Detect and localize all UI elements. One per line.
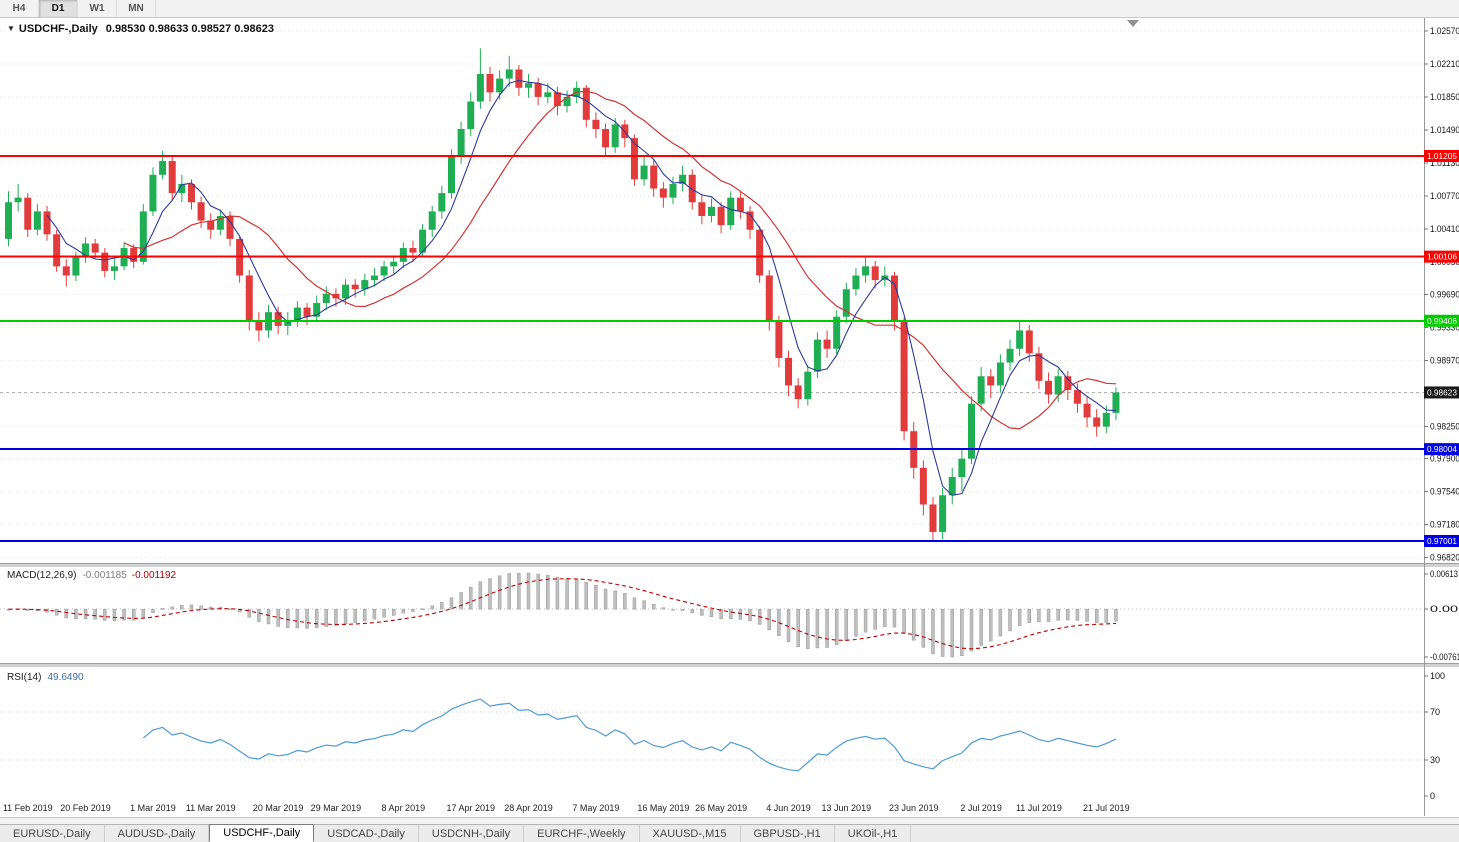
- svg-text:1.01490: 1.01490: [1430, 125, 1459, 135]
- chart-tab-eurchf-weekly[interactable]: EURCHF-,Weekly: [524, 825, 640, 842]
- svg-text:0.99690: 0.99690: [1430, 290, 1459, 300]
- svg-text:29 Mar 2019: 29 Mar 2019: [311, 803, 362, 813]
- svg-text:0: 0: [1430, 791, 1435, 801]
- svg-text:23 Jun 2019: 23 Jun 2019: [889, 803, 939, 813]
- chart-tab-usdcad-daily[interactable]: USDCAD-,Daily: [314, 825, 419, 842]
- svg-text:-0.00761: -0.00761: [1430, 652, 1459, 662]
- svg-text:0.00: 0.00: [1430, 604, 1458, 614]
- svg-text:20 Mar 2019: 20 Mar 2019: [253, 803, 304, 813]
- chart-tab-audusd-daily[interactable]: AUDUSD-,Daily: [104, 825, 210, 842]
- svg-text:0.97900: 0.97900: [1430, 454, 1459, 464]
- chart-tab-usdcnh-daily[interactable]: USDCNH-,Daily: [418, 825, 525, 842]
- svg-text:0.97001: 0.97001: [1427, 536, 1457, 546]
- svg-text:70: 70: [1430, 707, 1440, 717]
- timeframe-button-d1[interactable]: D1: [39, 0, 78, 17]
- svg-text:2 Jul 2019: 2 Jul 2019: [960, 803, 1002, 813]
- svg-text:0.00613: 0.00613: [1430, 569, 1458, 579]
- horizontal-scrollbar[interactable]: [0, 817, 1459, 824]
- macd-signal-line: [8, 578, 1117, 650]
- chart-dropdown-icon[interactable]: ▼: [7, 24, 15, 33]
- ma-fast-line: [46, 79, 1117, 496]
- svg-text:0.96820: 0.96820: [1430, 553, 1459, 563]
- svg-text:0.98970: 0.98970: [1430, 356, 1459, 366]
- svg-text:8 Apr 2019: 8 Apr 2019: [382, 803, 426, 813]
- rsi-value: 49.6490: [47, 672, 84, 683]
- svg-text:0.98250: 0.98250: [1430, 422, 1459, 432]
- rsi-line: [142, 698, 1117, 772]
- timeframe-button-mn[interactable]: MN: [117, 0, 156, 17]
- svg-text:1.01205: 1.01205: [1427, 151, 1457, 161]
- svg-text:20 Feb 2019: 20 Feb 2019: [60, 803, 111, 813]
- macd-name: MACD(12,26,9): [7, 570, 77, 581]
- chart-tab-ukoil-h1[interactable]: UKOil-,H1: [834, 825, 912, 842]
- chart-tab-xauusd-m15[interactable]: XAUUSD-,M15: [639, 825, 741, 842]
- rsi-name: RSI(14): [7, 672, 42, 683]
- timeframe-toolbar: H4 D1 W1 MN: [0, 0, 1459, 18]
- macd-indicator-label: MACD(12,26,9) -0.001185 -0.001192: [7, 570, 176, 581]
- macd-value-main: -0.001185: [82, 570, 127, 581]
- svg-text:21 Jul 2019: 21 Jul 2019: [1083, 803, 1130, 813]
- svg-text:0.99330: 0.99330: [1430, 323, 1459, 333]
- svg-text:17 Apr 2019: 17 Apr 2019: [446, 803, 495, 813]
- rsi-indicator-label: RSI(14) 49.6490: [7, 672, 84, 683]
- svg-text:11 Jul 2019: 11 Jul 2019: [1016, 803, 1062, 813]
- svg-text:0.98004: 0.98004: [1427, 444, 1457, 454]
- svg-text:28 Apr 2019: 28 Apr 2019: [504, 803, 553, 813]
- svg-text:0.98623: 0.98623: [1427, 387, 1457, 397]
- timeframe-button-h4[interactable]: H4: [0, 0, 39, 17]
- chart-title: ▼ USDCHF-,Daily 0.98530 0.98633 0.98527 0.…: [7, 23, 274, 35]
- svg-text:16 May 2019: 16 May 2019: [637, 803, 689, 813]
- svg-text:11 Feb 2019: 11 Feb 2019: [3, 803, 53, 813]
- svg-text:0.97540: 0.97540: [1430, 487, 1459, 497]
- svg-text:1.01850: 1.01850: [1430, 92, 1459, 102]
- svg-text:100: 100: [1430, 671, 1445, 681]
- svg-text:4 Jun 2019: 4 Jun 2019: [766, 803, 811, 813]
- ma-slow-line: [123, 90, 1117, 430]
- macd-value-signal: -0.001192: [131, 570, 177, 581]
- svg-text:26 May 2019: 26 May 2019: [695, 803, 747, 813]
- svg-text:1.01130: 1.01130: [1430, 158, 1459, 168]
- svg-text:1.02570: 1.02570: [1430, 26, 1459, 36]
- svg-text:0.97180: 0.97180: [1430, 520, 1459, 530]
- chart-tab-eurusd-daily[interactable]: EURUSD-,Daily: [0, 825, 105, 842]
- chart-tab-usdchf-daily[interactable]: USDCHF-,Daily: [209, 824, 315, 842]
- svg-text:13 Jun 2019: 13 Jun 2019: [822, 803, 872, 813]
- svg-text:1.00410: 1.00410: [1430, 224, 1459, 234]
- svg-text:11 Mar 2019: 11 Mar 2019: [186, 803, 236, 813]
- svg-text:30: 30: [1430, 755, 1440, 765]
- chart-symbol-label: USDCHF-,Daily: [18, 23, 98, 35]
- chart-tab-gbpusd-h1[interactable]: GBPUSD-,H1: [740, 825, 835, 842]
- svg-text:7 May 2019: 7 May 2019: [572, 803, 619, 813]
- svg-text:1.02210: 1.02210: [1430, 59, 1459, 69]
- chart-tab-bar: EURUSD-,Daily AUDUSD-,Daily USDCHF-,Daily U…: [0, 824, 1459, 842]
- chart-shift-marker: [1127, 20, 1139, 27]
- svg-text:1.00770: 1.00770: [1430, 191, 1459, 201]
- svg-text:0.99406: 0.99406: [1427, 316, 1457, 326]
- svg-text:1.00106: 1.00106: [1427, 252, 1457, 262]
- svg-text:1 Mar 2019: 1 Mar 2019: [130, 803, 176, 813]
- timeframe-button-w1[interactable]: W1: [78, 0, 117, 17]
- chart-ohlc-values: 0.98530 0.98633 0.98527 0.98623: [105, 23, 274, 35]
